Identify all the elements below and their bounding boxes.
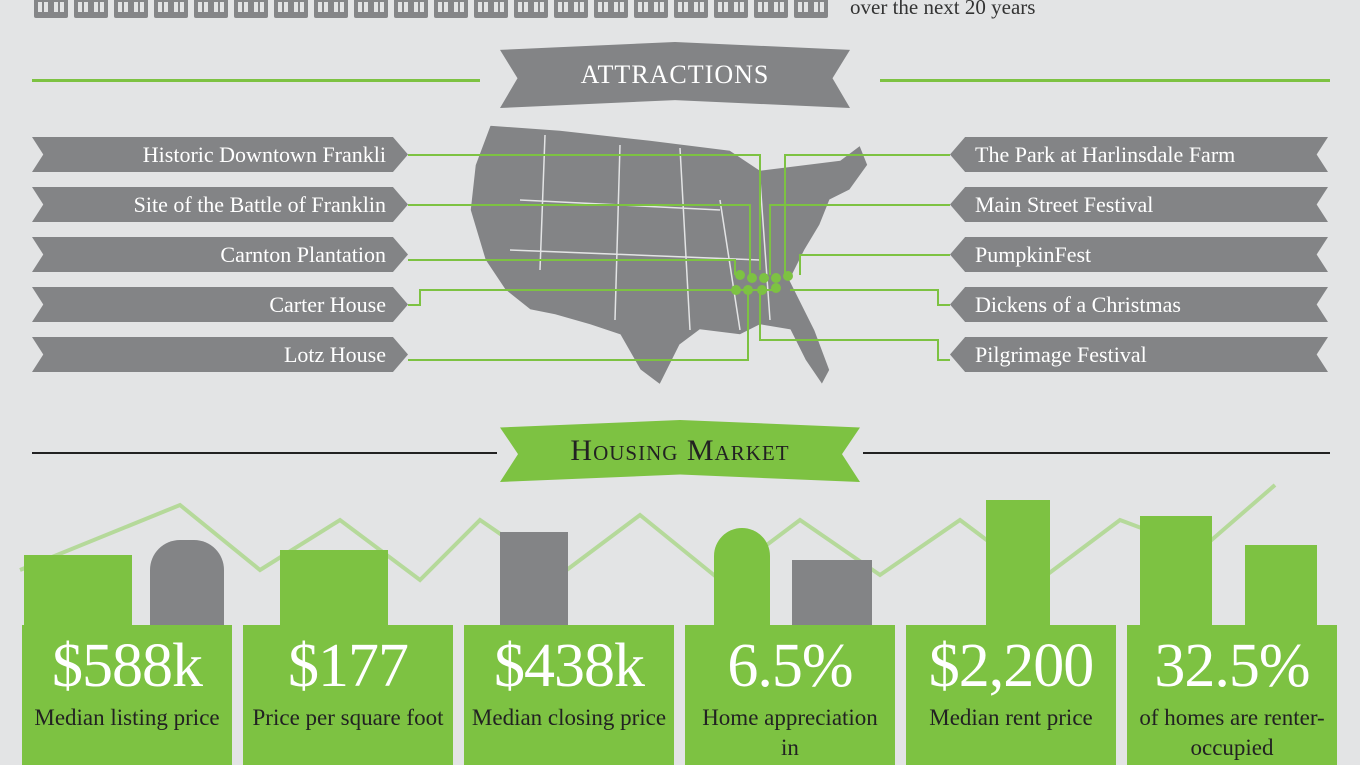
attraction-label-left: Lotz House	[32, 337, 408, 372]
building-icon	[280, 550, 388, 625]
connector-lines	[408, 154, 950, 361]
house-icon	[194, 0, 228, 18]
stat-card: 6.5% Home appreciation in	[685, 625, 895, 765]
building-icon	[500, 532, 568, 625]
building-icon	[792, 560, 872, 625]
stat-value: $438k	[494, 632, 645, 700]
house-icon	[434, 0, 468, 18]
building-icon	[1140, 516, 1212, 625]
house-icon	[474, 0, 508, 18]
attraction-label-left: Carter House	[32, 287, 408, 322]
stat-card: 32.5% of homes are renter-occupied	[1127, 625, 1337, 765]
stat-value: 6.5%	[727, 632, 853, 700]
house-icon	[714, 0, 748, 18]
attractions-banner: ATTRACTIONS	[500, 42, 850, 108]
attraction-label-right: Dickens of a Christmas	[950, 287, 1328, 322]
us-map	[408, 124, 950, 387]
attraction-label-right: Pilgrimage Festival	[950, 337, 1328, 372]
stat-label: Price per square foot	[252, 705, 444, 730]
house-icon	[754, 0, 788, 18]
house-icon	[34, 0, 68, 18]
building-icon	[986, 500, 1050, 625]
attraction-markers	[731, 270, 793, 295]
us-map-shape	[469, 124, 869, 387]
tagline: over the next 20 years	[850, 0, 1036, 19]
building-icon	[24, 555, 132, 625]
house-icon	[514, 0, 548, 18]
house-icon	[114, 0, 148, 18]
stat-label: Median listing price	[34, 705, 220, 730]
divider	[32, 452, 497, 454]
attraction-label-left: Site of the Battle of Franklin	[32, 187, 408, 222]
stat-value: $177	[288, 632, 409, 700]
stat-label: Home appreciation in	[702, 705, 878, 760]
building-icon	[1245, 545, 1317, 625]
attraction-label-right: The Park at Harlinsdale Farm	[950, 137, 1328, 172]
stat-value: 32.5%	[1154, 632, 1310, 700]
stat-value: $588k	[52, 632, 203, 700]
house-icon	[794, 0, 828, 18]
divider	[880, 79, 1330, 82]
house-icon	[634, 0, 668, 18]
housing-market-banner: Housing Market	[500, 420, 860, 482]
stat-label: Median rent price	[929, 705, 1093, 730]
house-icon	[394, 0, 428, 18]
stat-card: $177 Price per square foot	[243, 625, 453, 765]
building-icon	[714, 528, 770, 625]
stat-card: $588k Median listing price	[22, 625, 232, 765]
house-icon	[154, 0, 188, 18]
house-icon	[674, 0, 708, 18]
house-icon	[314, 0, 348, 18]
house-icon	[274, 0, 308, 18]
stat-card: $438k Median closing price	[464, 625, 674, 765]
stat-label: Median closing price	[471, 705, 667, 730]
house-icon-row	[34, 0, 828, 20]
attraction-label-right: PumpkinFest	[950, 237, 1328, 272]
stat-card: $2,200 Median rent price	[906, 625, 1116, 765]
divider	[32, 79, 480, 82]
building-icon	[150, 540, 224, 625]
house-icon	[74, 0, 108, 18]
trend-line-decoration	[19, 483, 1277, 583]
attraction-label-left: Historic Downtown Frankli	[32, 137, 408, 172]
attraction-label-left: Carnton Plantation	[32, 237, 408, 272]
stat-value: $2,200	[928, 632, 1095, 700]
attraction-label-right: Main Street Festival	[950, 187, 1328, 222]
stat-label: of homes are renter-occupied	[1139, 705, 1325, 760]
divider	[863, 452, 1330, 454]
house-icon	[594, 0, 628, 18]
house-icon	[554, 0, 588, 18]
house-icon	[354, 0, 388, 18]
house-icon	[234, 0, 268, 18]
